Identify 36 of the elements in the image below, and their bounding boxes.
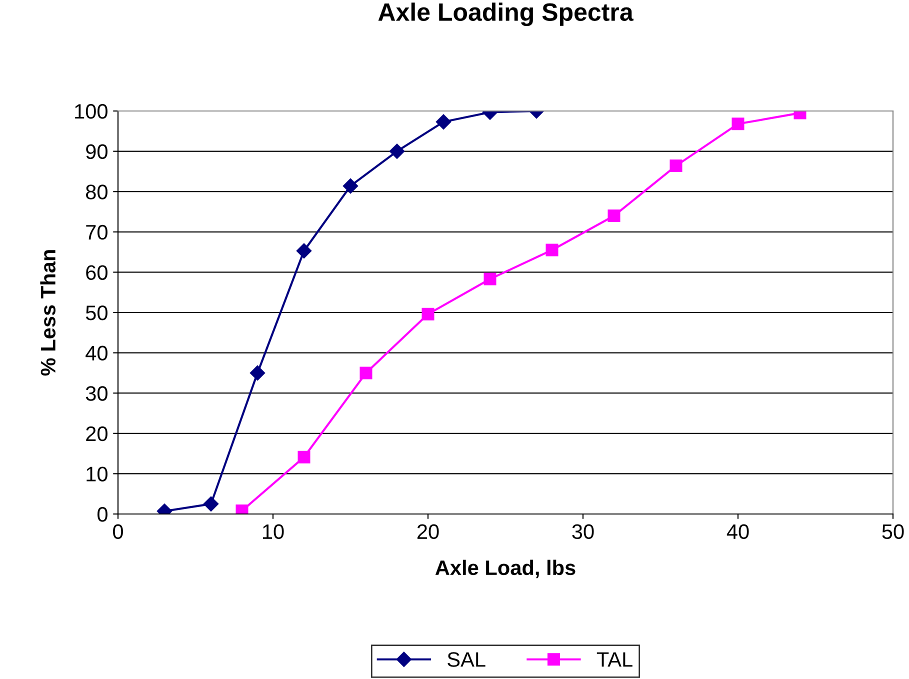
point [296,243,312,258]
point [360,366,372,380]
x-tick-label: 30 [572,524,594,540]
point [670,160,682,172]
x-tick-label: 50 [882,524,904,540]
legend-label: SAL [448,652,486,667]
point [484,272,496,286]
y-tick-label: 100 [75,104,108,119]
y-tick-label: 30 [86,386,108,401]
y-tick-label: 10 [86,466,108,482]
point [546,244,558,256]
y-tick-label: 80 [86,184,108,200]
x-tick-label: 10 [263,524,284,540]
point [389,144,405,159]
y-tick-label: 20 [86,426,108,442]
x-tick-label: 0 [113,524,123,540]
x-axis-title: Axle Load, lbs [435,560,576,578]
x-tick-label: 40 [726,524,749,540]
y-axis-title: % Less Than [40,250,56,376]
point [342,178,358,194]
x-tick-label: 20 [417,524,439,540]
y-tick-label: 50 [86,306,108,320]
legend-label: TAL [596,652,632,667]
point [732,118,744,130]
point [436,114,452,130]
y-tick-label: 90 [86,144,108,160]
y-tick-label: 60 [86,265,108,280]
chart-title: Axle Loading Spectra [378,2,634,26]
y-tick-label: 70 [86,224,108,240]
point [298,450,310,464]
point [203,496,219,512]
point [422,308,434,320]
y-tick-label: 40 [86,346,108,361]
point [608,210,620,222]
y-tick-label: 0 [98,507,108,522]
point [250,365,266,381]
